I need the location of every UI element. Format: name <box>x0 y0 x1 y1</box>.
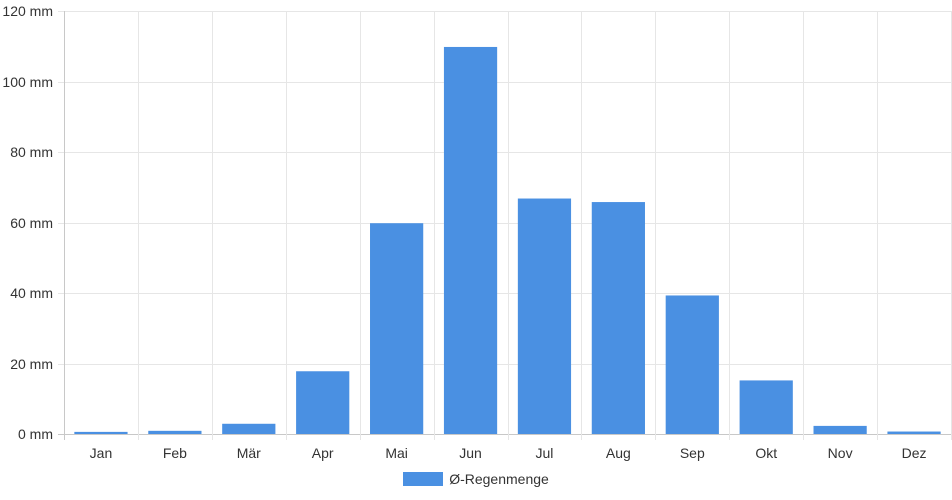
y-tick-label: 80 mm <box>10 144 53 160</box>
legend-label: Ø-Regenmenge <box>449 471 549 487</box>
bar <box>813 425 867 434</box>
x-tick-label: Dez <box>902 445 927 461</box>
bar <box>370 223 424 434</box>
x-tick-label: Feb <box>163 445 187 461</box>
legend-swatch <box>403 472 444 486</box>
y-tick-label: 40 mm <box>10 285 53 301</box>
x-tick-label: Mär <box>237 445 261 461</box>
x-tick-label: Okt <box>755 445 777 461</box>
bar-layer <box>74 46 941 434</box>
x-tick-label: Apr <box>312 445 334 461</box>
x-tick-label: Aug <box>606 445 631 461</box>
label-layer: 0 mm 20 mm 40 mm 60 mm 80 mm 100 mm 120 mm Jan F… <box>2 3 926 461</box>
y-tick-label: 20 mm <box>10 356 53 372</box>
bar <box>739 380 793 434</box>
y-tick-label: 60 mm <box>10 215 53 231</box>
y-tick-label: 120 mm <box>2 3 53 19</box>
bar <box>887 431 941 434</box>
bar <box>591 202 645 434</box>
grid-layer <box>58 11 952 440</box>
bar <box>443 46 498 434</box>
x-tick-label: Jan <box>90 445 113 461</box>
bar <box>517 198 572 434</box>
bar <box>222 423 276 434</box>
x-tick-label: Jul <box>536 445 554 461</box>
bar <box>665 295 719 434</box>
bar <box>148 430 202 434</box>
y-tick-label: 100 mm <box>2 74 53 90</box>
chart-legend[interactable]: Ø-Regenmenge <box>0 471 952 487</box>
x-tick-label: Sep <box>680 445 705 461</box>
bar <box>296 371 350 434</box>
x-tick-label: Nov <box>828 445 853 461</box>
x-tick-label: Jun <box>459 445 482 461</box>
y-tick-label: 0 mm <box>18 426 53 442</box>
x-tick-label: Mai <box>385 445 408 461</box>
bar <box>74 431 128 434</box>
